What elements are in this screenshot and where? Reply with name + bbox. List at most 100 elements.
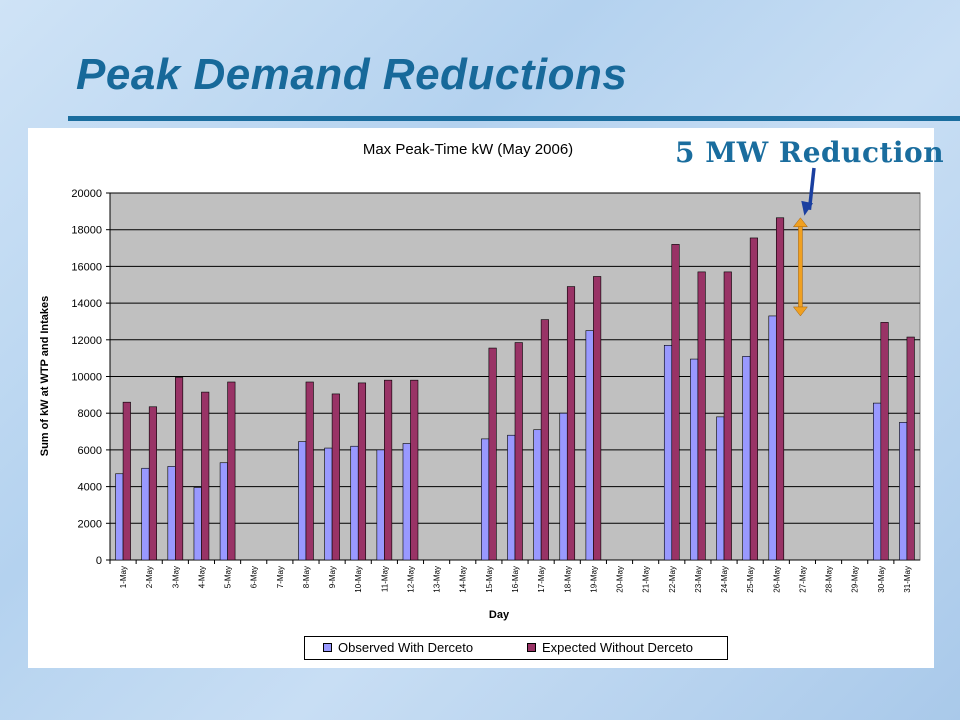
y-tick-label: 14000 [71, 298, 102, 310]
bar-expected [175, 377, 184, 561]
legend-label-expected: Expected Without Derceto [542, 640, 694, 655]
x-tick-label: 4-May [197, 566, 206, 588]
y-axis-label: Sum of kW at WTP and Intakes [39, 296, 51, 457]
chart-panel: Max Peak-Time kW (May 2006) 0 2000 4000 600… [28, 128, 934, 668]
bar-observed [219, 462, 228, 561]
x-tick-label: 7-May [276, 566, 285, 588]
x-tick-label: 15-May [485, 566, 494, 593]
x-tick-label: 2-May [145, 566, 154, 588]
y-tick-label: 2000 [78, 518, 102, 530]
bar-chart: Max Peak-Time kW (May 2006) 0 2000 4000 600… [39, 141, 921, 621]
x-axis-ticks: 1-May 2-May 3-May 4-May 5-May 6-May 7-May 8-May… [109, 560, 912, 593]
x-tick-label: 10-May [354, 566, 363, 593]
bar-observed [690, 358, 699, 561]
reduction-annotation [792, 167, 816, 317]
reduction-arrow-head-bottom [792, 306, 808, 317]
bar-observed [533, 429, 542, 561]
y-tick-label: 8000 [78, 408, 102, 420]
x-tick-label: 6-May [250, 566, 259, 588]
x-tick-label: 9-May [328, 566, 337, 588]
bar-observed [115, 473, 124, 561]
x-tick-label: 23-May [694, 566, 703, 593]
x-tick-label: 1-May [119, 566, 128, 588]
bar-observed [873, 402, 882, 561]
x-tick-label: 31-May [903, 566, 912, 593]
x-tick-label: 8-May [302, 566, 311, 588]
bar-observed [376, 449, 385, 561]
x-tick-label: 12-May [406, 566, 415, 593]
bar-expected [331, 393, 340, 561]
bar-expected [566, 286, 576, 561]
x-tick-label: 22-May [668, 566, 677, 593]
y-tick-label: 4000 [78, 482, 102, 494]
bar-expected [775, 217, 785, 561]
y-tick-label: 20000 [71, 188, 102, 200]
bar-observed [768, 315, 777, 561]
bar-observed [193, 487, 202, 561]
bar-observed [350, 445, 359, 561]
bar-expected [488, 347, 497, 561]
bar-expected [410, 379, 419, 561]
title-underline [68, 116, 960, 121]
bar-expected [697, 271, 706, 561]
y-tick-label: 18000 [71, 225, 102, 237]
x-tick-label: 5-May [224, 566, 233, 588]
y-axis-ticks: 0 2000 4000 6000 8000 10000 12000 14000 16000 180… [71, 188, 920, 567]
x-tick-label: 30-May [877, 566, 886, 593]
bar-expected [201, 391, 210, 561]
chart-title: Max Peak-Time kW (May 2006) [363, 141, 573, 158]
bar-observed [481, 438, 490, 561]
x-tick-label: 11-May [380, 566, 389, 592]
y-tick-label: 12000 [71, 335, 102, 347]
y-tick-label: 16000 [71, 261, 102, 273]
bar-expected [540, 319, 549, 561]
x-tick-label: 16-May [511, 566, 520, 593]
bar-observed [324, 447, 333, 561]
slide-title: Peak Demand Reductions [76, 50, 628, 99]
bar-observed [141, 467, 150, 561]
bar-observed [559, 412, 568, 561]
x-tick-label: 26-May [772, 566, 781, 593]
reduction-arrow-shaft [798, 225, 803, 309]
x-tick-label: 24-May [720, 566, 729, 593]
reduction-arrow-head-top [792, 217, 808, 228]
x-tick-label: 18-May [563, 566, 572, 593]
x-tick-label: 25-May [746, 566, 755, 593]
x-tick-label: 3-May [171, 566, 180, 588]
legend-item-expected: Expected Without Derceto [527, 640, 693, 656]
x-tick-label: 29-May [851, 566, 860, 593]
reduction-callout: 5 MW Reduction [675, 136, 945, 169]
bar-expected [305, 381, 314, 561]
bar-observed [167, 466, 176, 561]
x-tick-label: 28-May [825, 566, 834, 593]
bar-expected [384, 379, 393, 561]
x-tick-label: 20-May [616, 566, 625, 593]
x-tick-label: 14-May [459, 566, 468, 593]
bar-expected [514, 342, 523, 561]
bar-expected [357, 382, 367, 561]
bar-expected [593, 276, 602, 561]
bar-expected [749, 237, 758, 561]
bar-expected [227, 381, 236, 561]
bar-expected [122, 401, 131, 561]
bar-expected [880, 322, 889, 561]
legend-item-observed: Observed With Derceto [323, 640, 473, 656]
x-tick-label: 19-May [589, 566, 598, 593]
x-tick-label: 21-May [642, 566, 651, 593]
x-tick-label: 13-May [433, 566, 442, 593]
legend-label-observed: Observed With Derceto [338, 640, 474, 655]
legend-swatch-observed [323, 643, 332, 653]
y-tick-label: 0 [96, 555, 102, 567]
chart-legend: Observed With Derceto Expected Without D… [304, 636, 728, 660]
bar-series [115, 217, 915, 561]
bar-observed [663, 345, 673, 561]
bar-observed [402, 443, 411, 561]
x-tick-label: 17-May [537, 566, 546, 593]
x-tick-label: 27-May [798, 566, 807, 593]
x-axis-label: Day [489, 609, 510, 621]
bar-observed [899, 422, 908, 561]
y-tick-label: 6000 [78, 445, 102, 457]
bar-expected [671, 244, 680, 561]
callout-pointer-head [801, 200, 814, 216]
bar-observed [507, 434, 516, 561]
